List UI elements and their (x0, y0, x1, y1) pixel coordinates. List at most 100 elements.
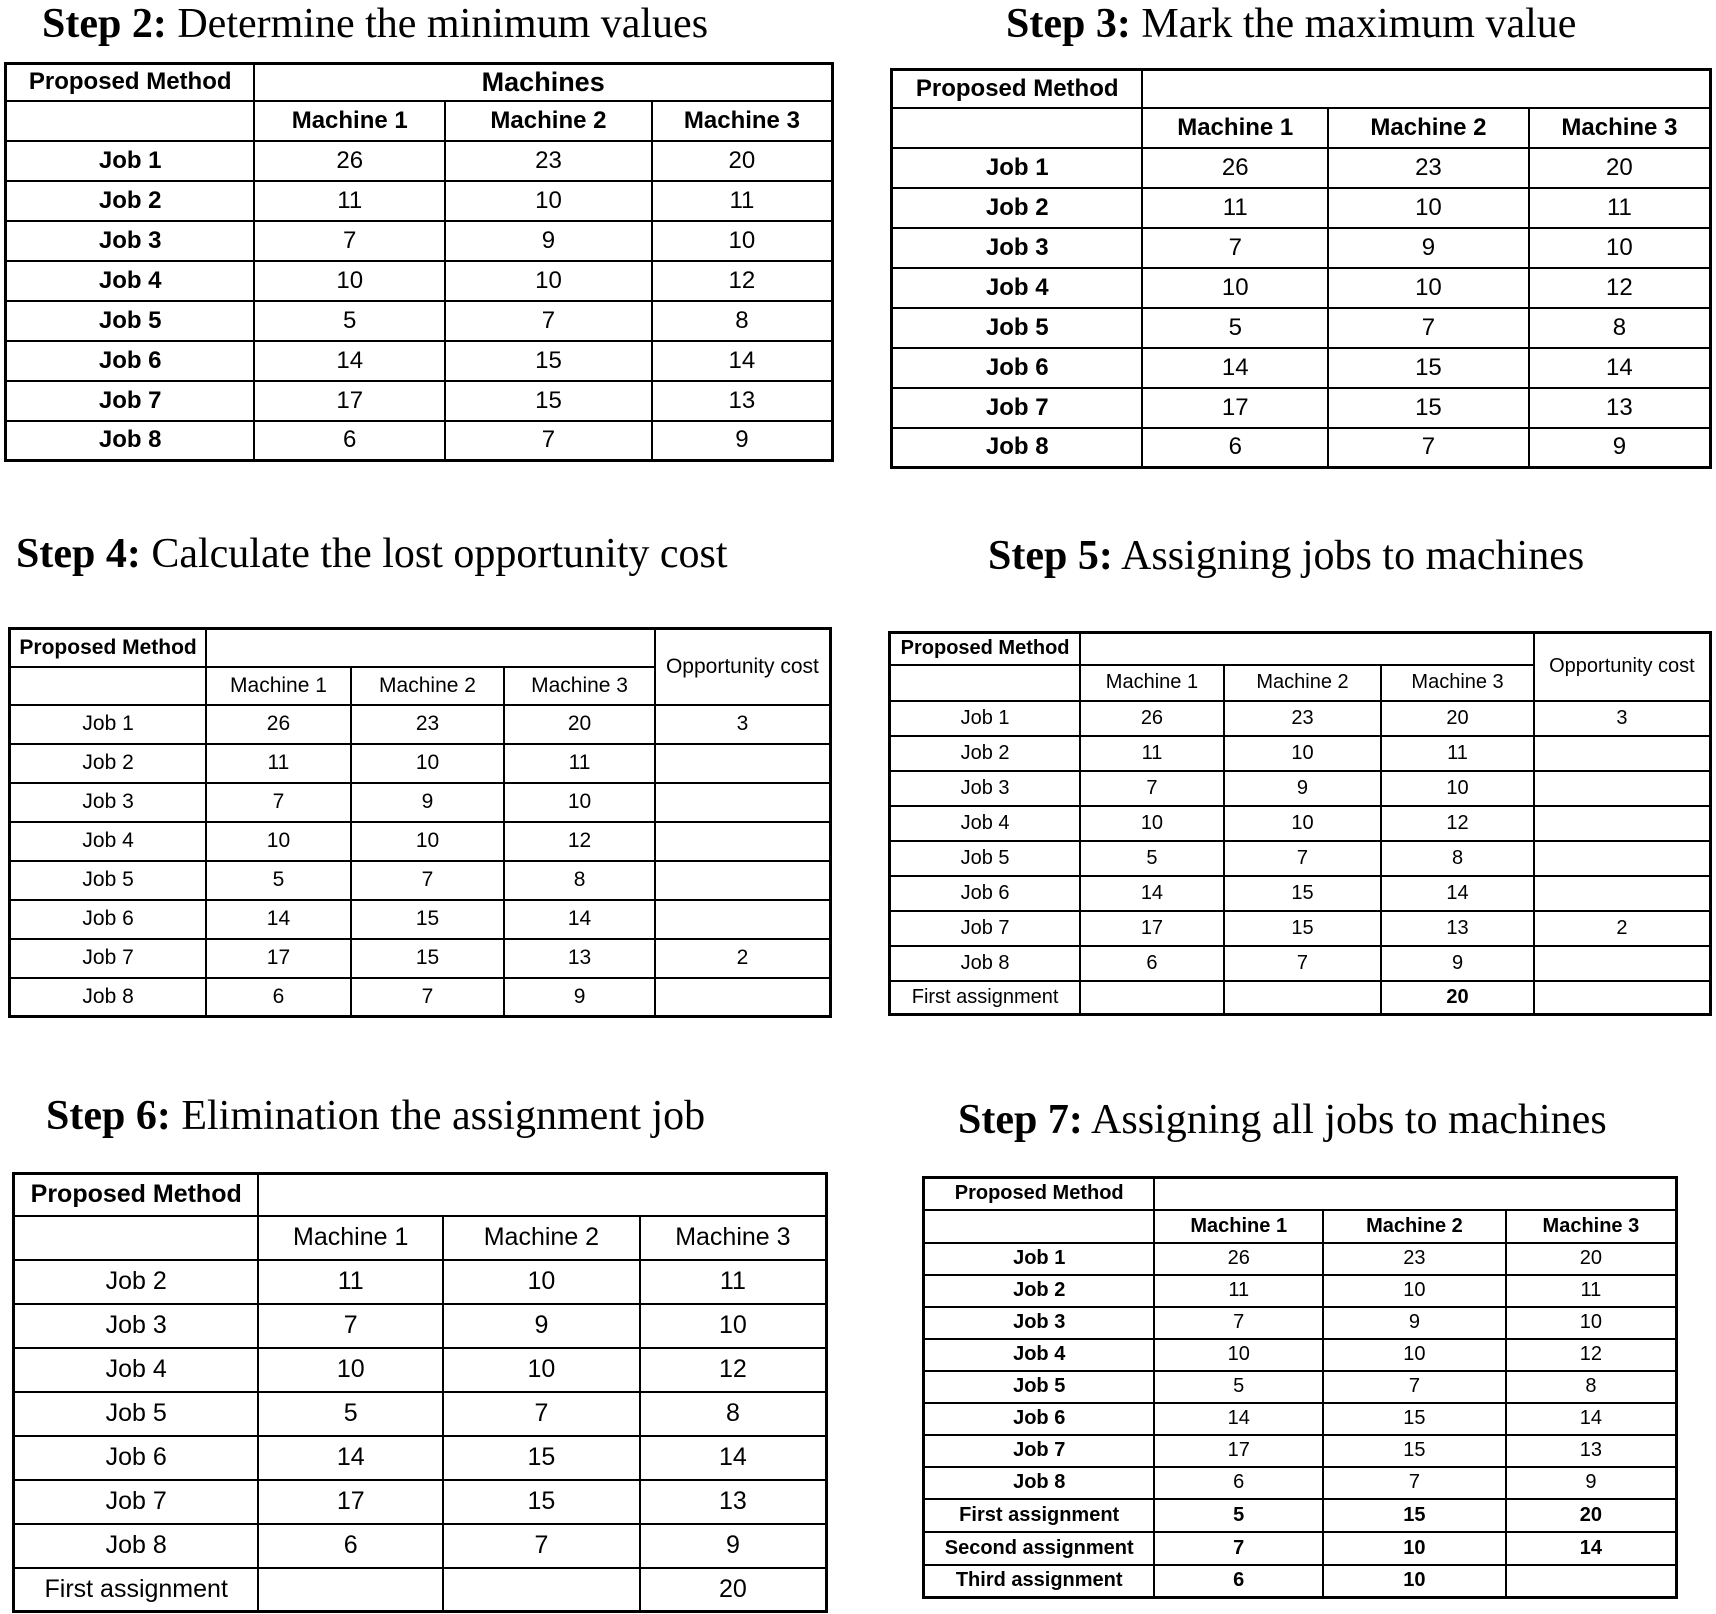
assignment-cell (1222, 979, 1383, 1016)
cost-cell-min: 6 (1079, 944, 1225, 982)
cost-cell-min: 10 (349, 742, 506, 784)
table-row: Job 1 26 23 20 3 (8, 703, 832, 745)
assignment-cell: 5 (1153, 1497, 1325, 1533)
job-label: Job 7 (12, 1478, 260, 1525)
table-row: Job 4 10 10 12 (890, 266, 1712, 309)
cost-cell-min: 6 (257, 1522, 445, 1569)
job-label: Job 2 (888, 734, 1082, 772)
cost-cell-min: 7 (253, 219, 447, 262)
cost-cell: 9 (1504, 1465, 1678, 1500)
corner-cell (890, 106, 1144, 149)
job-label: Job 6 (12, 1434, 260, 1481)
cost-cell: 11 (1079, 734, 1225, 772)
step-5-title-bold: Step 5: (988, 533, 1113, 579)
cost-cell: 8 (1380, 839, 1535, 877)
table-row: Job 8 6 7 9 (888, 944, 1712, 982)
cost-cell: 15 (444, 379, 653, 422)
assignment-cell: 20 (1504, 1497, 1678, 1533)
assignment-cell (257, 1566, 445, 1613)
job-label: Job 8 (12, 1522, 260, 1569)
cost-cell-min: 10 (442, 1258, 641, 1305)
cost-cell: 17 (1141, 386, 1330, 429)
cost-cell-assigned: 10 (1322, 1273, 1507, 1308)
assignment-row: First assignment 20 (12, 1566, 828, 1613)
opportunity-cell (1532, 804, 1712, 842)
step-2-table: Proposed Method Machines Machine 1 Machi… (4, 62, 834, 462)
table-row: Job 6 14 15 14 (890, 346, 1712, 389)
cost-cell: 14 (1380, 874, 1535, 912)
cost-cell: 23 (444, 139, 653, 182)
opportunity-cell: 2 (653, 937, 832, 979)
cost-cell: 11 (638, 1258, 828, 1305)
cost-cell: 7 (349, 859, 506, 901)
opportunity-cell: 3 (653, 703, 832, 745)
cost-cell: 15 (1327, 346, 1530, 389)
table-row: Job 7 17 15 13 (922, 1433, 1678, 1468)
table-row: Job 7 17 15 13 (4, 379, 834, 422)
job-label: Job 2 (4, 179, 256, 222)
cost-cell: 7 (1322, 1369, 1507, 1404)
cost-cell-min: 10 (1222, 804, 1383, 842)
machines-header (1141, 68, 1712, 109)
cost-cell-min: 5 (253, 299, 447, 342)
job-label: Job 5 (4, 299, 256, 342)
cost-cell: 15 (1222, 874, 1383, 912)
assignment-cell (1504, 1563, 1678, 1599)
job-label: Job 4 (8, 820, 208, 862)
step-4-title-bold: Step 4: (16, 531, 141, 577)
table-row: Job 8 6 7 9 (890, 426, 1712, 469)
cost-cell-min: 10 (444, 259, 653, 302)
assignment-row: First assignment 5 15 20 (922, 1497, 1678, 1533)
table-row: Job 5 5 7 8 (890, 306, 1712, 349)
table-row: Job 2 11 10 11 (8, 742, 832, 784)
opportunity-cost-header: Opportunity cost (1532, 631, 1712, 702)
cost-cell: 11 (205, 742, 352, 784)
cost-cell-min: 13 (1380, 909, 1535, 947)
job-label: Job 5 (922, 1369, 1156, 1404)
cost-cell: 8 (650, 299, 834, 342)
job-label: Job 3 (12, 1302, 260, 1349)
step-6-table: Proposed Method Machine 1 Machine 2 Mach… (12, 1172, 828, 1613)
opportunity-cell (1532, 874, 1712, 912)
machine-header: Machine 1 (1141, 106, 1330, 149)
cost-cell: 12 (1504, 1337, 1678, 1372)
cost-cell: 23 (1222, 699, 1383, 737)
opportunity-cell (653, 898, 832, 940)
machine-header: Machine 3 (1527, 106, 1712, 149)
job-label: Job 8 (8, 976, 208, 1018)
assignment-row: Second assignment 7 10 14 (922, 1530, 1678, 1566)
step-7-title-text: Assigning all jobs to machines (1091, 1097, 1607, 1143)
cost-cell: 14 (1153, 1401, 1325, 1436)
cost-cell: 11 (1527, 186, 1712, 229)
cost-cell: 8 (1504, 1369, 1678, 1404)
machine-header: Machine 1 (205, 665, 352, 706)
cost-cell-min: 5 (1141, 306, 1330, 349)
assignment-cell: 14 (1504, 1530, 1678, 1566)
assignment-row: First assignment 20 (888, 979, 1712, 1016)
cost-cell-min: 10 (1327, 186, 1530, 229)
table-row: Job 1 26 23 20 (4, 139, 834, 182)
opportunity-cell (1532, 734, 1712, 772)
cost-cell-min: 13 (503, 937, 656, 979)
cost-cell: 14 (650, 339, 834, 382)
step-4-title: Step 4: Calculate the lost opportunity c… (16, 530, 728, 578)
cost-cell-min: 5 (205, 859, 352, 901)
cost-cell: 9 (503, 976, 656, 1018)
table-row: Job 6 14 15 14 (888, 874, 1712, 912)
proposed-method-label: Proposed Method (4, 62, 256, 102)
machine-header: Machine 2 (444, 99, 653, 142)
assignment-cell: 10 (1322, 1563, 1507, 1599)
job-label: Job 4 (922, 1337, 1156, 1372)
step-6-title-text: Elimination the assignment job (181, 1093, 706, 1139)
cost-cell-min: 10 (444, 179, 653, 222)
cost-cell: 10 (1504, 1305, 1678, 1340)
step-3-title-text: Mark the maximum value (1141, 1, 1577, 47)
cost-cell: 23 (1327, 146, 1530, 189)
assignment-cell: 15 (1322, 1497, 1507, 1533)
cost-cell-min: 10 (349, 820, 506, 862)
table-row: Job 2 11 10 11 (890, 186, 1712, 229)
cost-cell-assigned: 7 (1153, 1305, 1325, 1340)
cost-cell: 10 (638, 1302, 828, 1349)
cost-cell: 17 (253, 379, 447, 422)
job-label: Job 3 (4, 219, 256, 262)
